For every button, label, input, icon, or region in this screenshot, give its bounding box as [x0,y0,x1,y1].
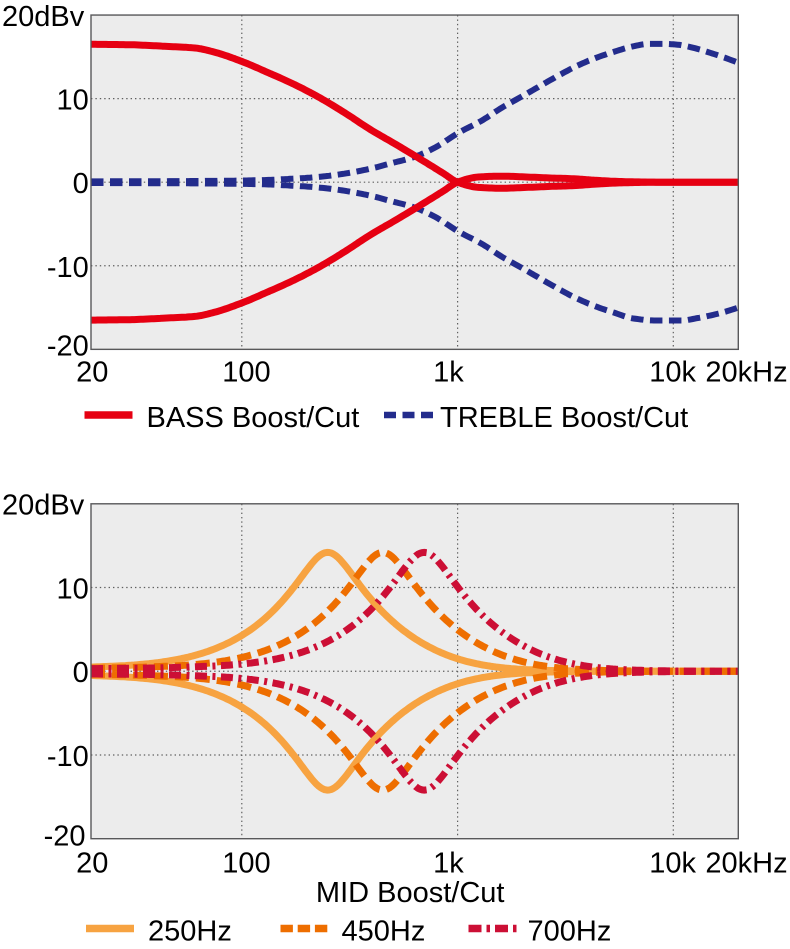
svg-text:100: 100 [222,357,270,389]
svg-text:-10: -10 [47,252,89,284]
svg-text:10: 10 [57,574,89,606]
svg-text:10: 10 [57,85,89,117]
svg-text:-20: -20 [47,331,89,363]
svg-text:250Hz: 250Hz [148,916,232,948]
svg-text:1k: 1k [433,847,464,879]
svg-text:20dBv: 20dBv [2,490,85,522]
svg-text:BASS Boost/Cut: BASS Boost/Cut [147,402,360,434]
svg-text:0: 0 [73,168,89,200]
svg-text:-10: -10 [47,741,89,773]
svg-text:20: 20 [76,357,108,389]
svg-text:TREBLE Boost/Cut: TREBLE Boost/Cut [440,402,688,434]
svg-text:20dBv: 20dBv [2,1,85,33]
svg-text:450Hz: 450Hz [342,916,426,948]
svg-text:-20: -20 [44,820,86,852]
svg-text:100: 100 [222,847,270,879]
svg-text:10k: 10k [649,357,696,389]
svg-text:20: 20 [76,847,108,879]
svg-text:20kHz: 20kHz [705,357,787,389]
svg-text:700Hz: 700Hz [528,916,612,948]
svg-text:0: 0 [73,657,89,689]
svg-text:20kHz: 20kHz [705,847,787,879]
svg-text:1k: 1k [433,357,464,389]
svg-text:MID Boost/Cut: MID Boost/Cut [316,877,505,909]
svg-text:10k: 10k [649,847,696,879]
